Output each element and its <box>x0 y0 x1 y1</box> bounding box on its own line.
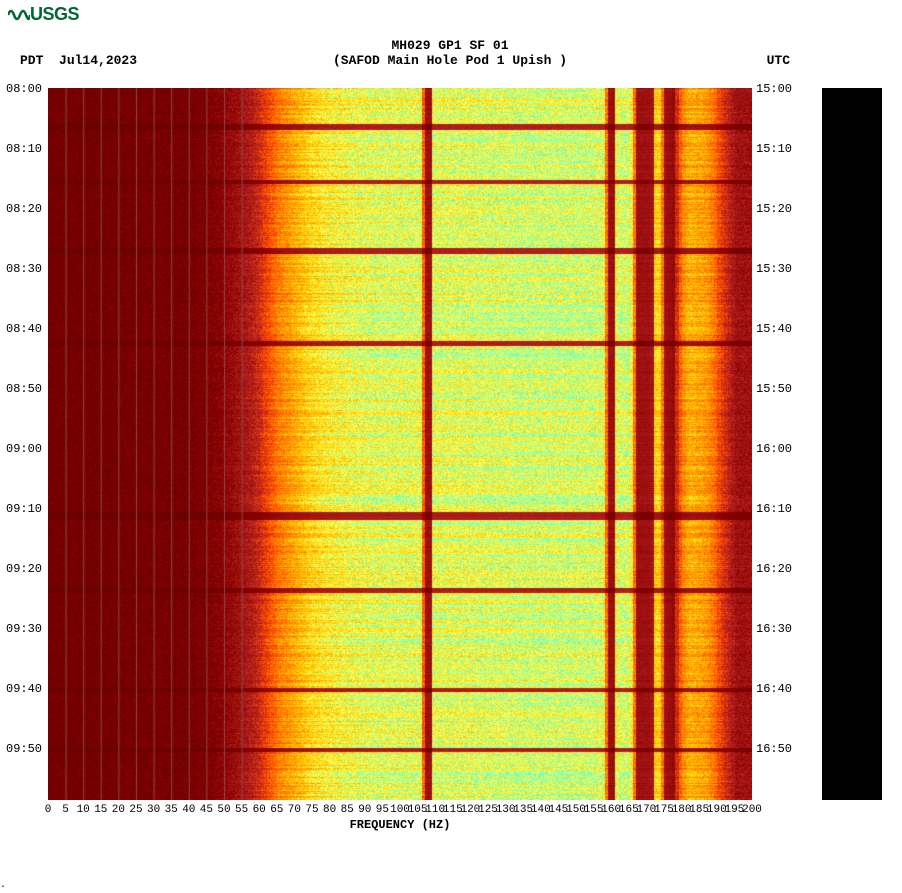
y-right-tick: 16:00 <box>756 442 796 456</box>
usgs-wave-icon <box>8 5 30 26</box>
x-tick: 25 <box>129 804 142 816</box>
x-tick: 35 <box>165 804 178 816</box>
x-tick: 5 <box>62 804 69 816</box>
y-left-tick: 09:50 <box>6 742 46 756</box>
x-tick: 95 <box>376 804 389 816</box>
y-left-tick: 09:30 <box>6 622 46 636</box>
y-left-tick: 08:50 <box>6 382 46 396</box>
x-axis-label: FREQUENCY (HZ) <box>48 818 752 832</box>
x-tick: 55 <box>235 804 248 816</box>
y-right-tick: 15:50 <box>756 382 796 396</box>
y-left-tick: 09:20 <box>6 562 46 576</box>
y-left-tick: 09:10 <box>6 502 46 516</box>
x-tick: 80 <box>323 804 336 816</box>
y-left-tick: 08:00 <box>6 82 46 96</box>
left-timezone-label: PDT Jul14,2023 <box>20 53 137 68</box>
footmark: . <box>0 880 6 891</box>
x-axis: FREQUENCY (HZ) 05 10 15 20 25 30 35 40 45 50 55 60 6… <box>48 800 758 830</box>
x-tick: 90 <box>358 804 371 816</box>
y-right-tick: 16:40 <box>756 682 796 696</box>
chart-title-line1: MH029 GP1 SF 01 <box>0 38 900 53</box>
x-tick: 200 <box>742 804 762 816</box>
y-right-tick: 16:10 <box>756 502 796 516</box>
y-right-tick: 15:10 <box>756 142 796 156</box>
x-tick: 65 <box>270 804 283 816</box>
y-left-tick: 09:40 <box>6 682 46 696</box>
y-right-tick: 15:30 <box>756 262 796 276</box>
x-tick: 85 <box>341 804 354 816</box>
spectrogram-plot <box>48 88 752 800</box>
right-timezone-label: UTC <box>767 53 790 68</box>
x-tick: 45 <box>200 804 213 816</box>
y-axis-left: 08:0008:1008:2008:3008:4008:5009:0009:10… <box>6 88 46 800</box>
y-right-tick: 16:50 <box>756 742 796 756</box>
y-right-tick: 15:20 <box>756 202 796 216</box>
left-tz: PDT <box>20 53 43 68</box>
spectrogram-canvas <box>48 88 752 800</box>
y-axis-right: 15:0015:1015:2015:3015:4015:5016:0016:10… <box>756 88 796 800</box>
usgs-logo: USGS <box>8 4 79 26</box>
y-left-tick: 08:20 <box>6 202 46 216</box>
y-left-tick: 08:10 <box>6 142 46 156</box>
y-right-tick: 15:40 <box>756 322 796 336</box>
x-tick: 70 <box>288 804 301 816</box>
y-right-tick: 16:20 <box>756 562 796 576</box>
x-tick: 0 <box>45 804 52 816</box>
y-left-tick: 08:40 <box>6 322 46 336</box>
y-left-tick: 09:00 <box>6 442 46 456</box>
y-right-tick: 16:30 <box>756 622 796 636</box>
x-tick: 40 <box>182 804 195 816</box>
y-left-tick: 08:30 <box>6 262 46 276</box>
x-tick: 75 <box>305 804 318 816</box>
x-tick: 50 <box>217 804 230 816</box>
x-tick: 30 <box>147 804 160 816</box>
colorbar <box>822 88 882 800</box>
usgs-logo-text: USGS <box>30 4 79 24</box>
x-tick: 15 <box>94 804 107 816</box>
x-tick: 10 <box>77 804 90 816</box>
y-right-tick: 15:00 <box>756 82 796 96</box>
header-date: Jul14,2023 <box>59 53 137 68</box>
x-tick: 60 <box>253 804 266 816</box>
x-tick: 20 <box>112 804 125 816</box>
